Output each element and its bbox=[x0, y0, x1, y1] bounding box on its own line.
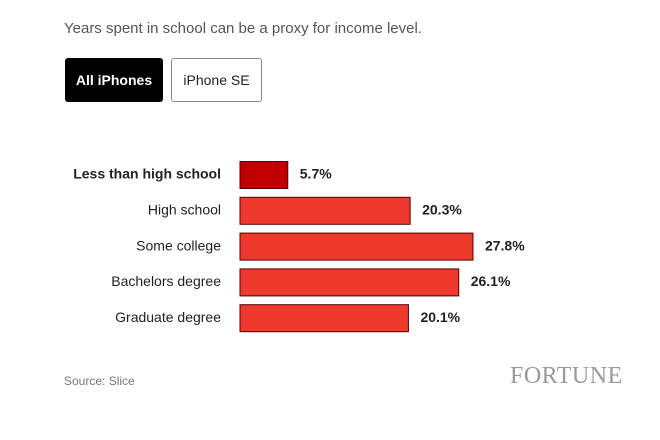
value-label: 20.1% bbox=[420, 309, 460, 325]
bar bbox=[239, 268, 460, 297]
subtitle: Years spent in school can be a proxy for… bbox=[64, 20, 422, 37]
bar bbox=[239, 196, 411, 225]
category-label: High school bbox=[148, 202, 221, 218]
value-label: 27.8% bbox=[485, 237, 525, 253]
bar bbox=[239, 304, 409, 333]
value-label: 20.3% bbox=[422, 202, 462, 218]
category-label: Some college bbox=[136, 237, 221, 253]
bar bbox=[239, 232, 474, 261]
source: Source: Slice bbox=[64, 374, 135, 388]
logo: FORTUNE bbox=[510, 363, 623, 389]
category-label: Bachelors degree bbox=[111, 273, 221, 289]
value-label: 5.7% bbox=[300, 166, 332, 182]
category-label: Graduate degree bbox=[115, 309, 221, 325]
tab-button[interactable]: All iPhones bbox=[65, 58, 163, 102]
value-label: 26.1% bbox=[471, 273, 511, 289]
bar bbox=[239, 161, 289, 189]
category-label: Less than high school bbox=[73, 166, 221, 182]
tab-button[interactable]: iPhone SE bbox=[171, 58, 262, 102]
